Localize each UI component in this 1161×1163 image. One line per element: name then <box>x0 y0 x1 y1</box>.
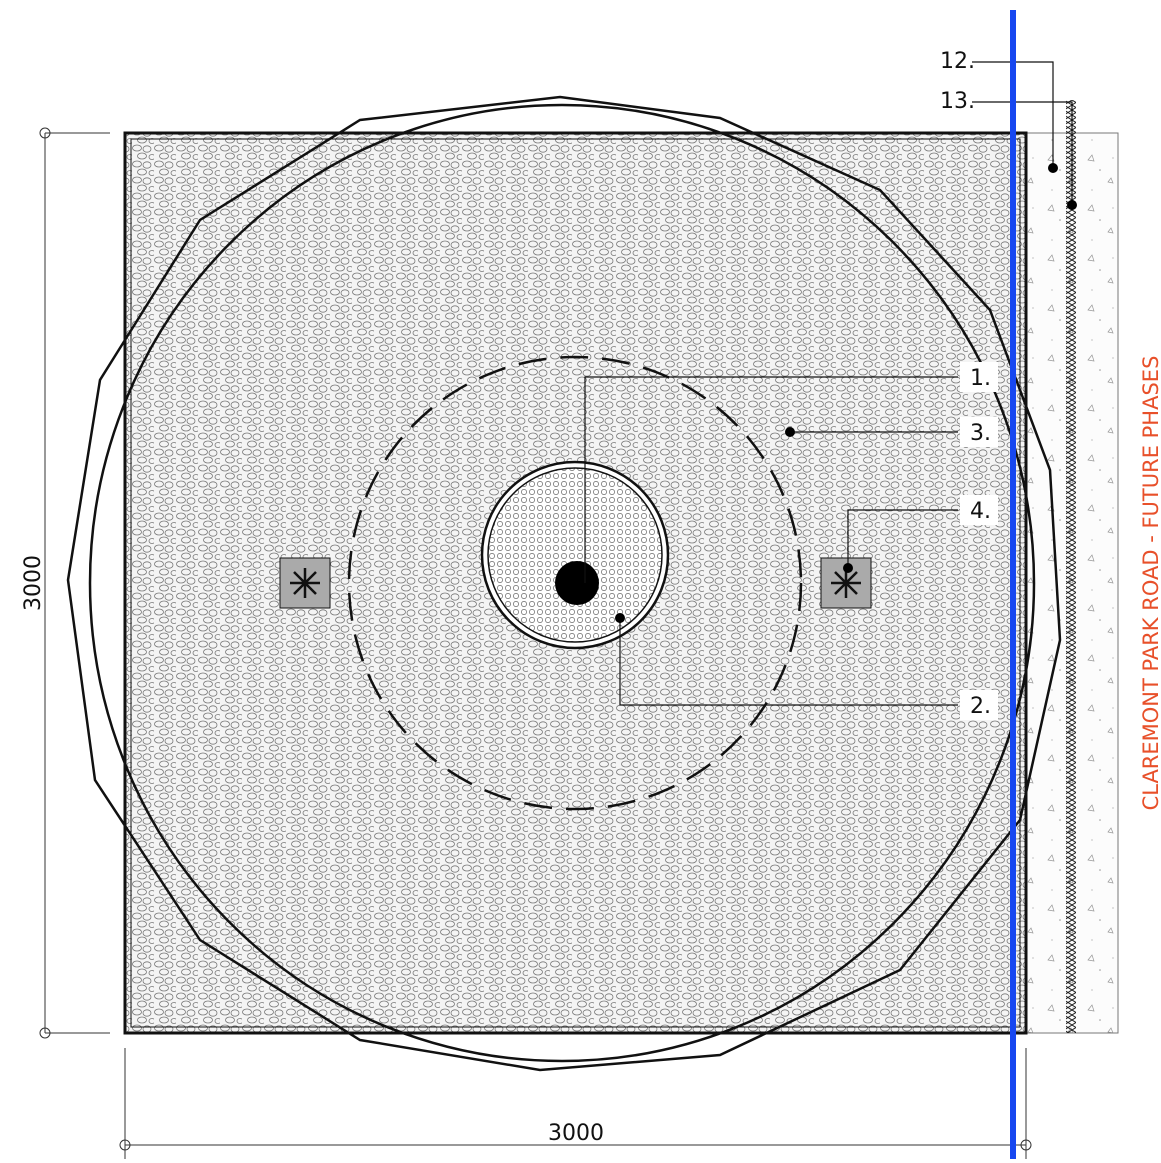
dimension-label: 3000 <box>548 1121 604 1146</box>
callout-label: 2. <box>970 694 991 719</box>
callout-label: 1. <box>970 366 991 391</box>
road-label: CLAREMONT PARK ROAD - FUTURE PHASES <box>1139 356 1161 811</box>
callout-labels: 1. 2. 3. 4. 12. 13. <box>940 49 998 720</box>
dimension-label: 3000 <box>21 555 46 611</box>
callout-label: 3. <box>970 421 991 446</box>
callout-label: 12. <box>940 49 975 74</box>
callout-label: 4. <box>970 499 991 524</box>
drawing <box>39 10 1119 1160</box>
callout-label: 13. <box>940 89 975 114</box>
